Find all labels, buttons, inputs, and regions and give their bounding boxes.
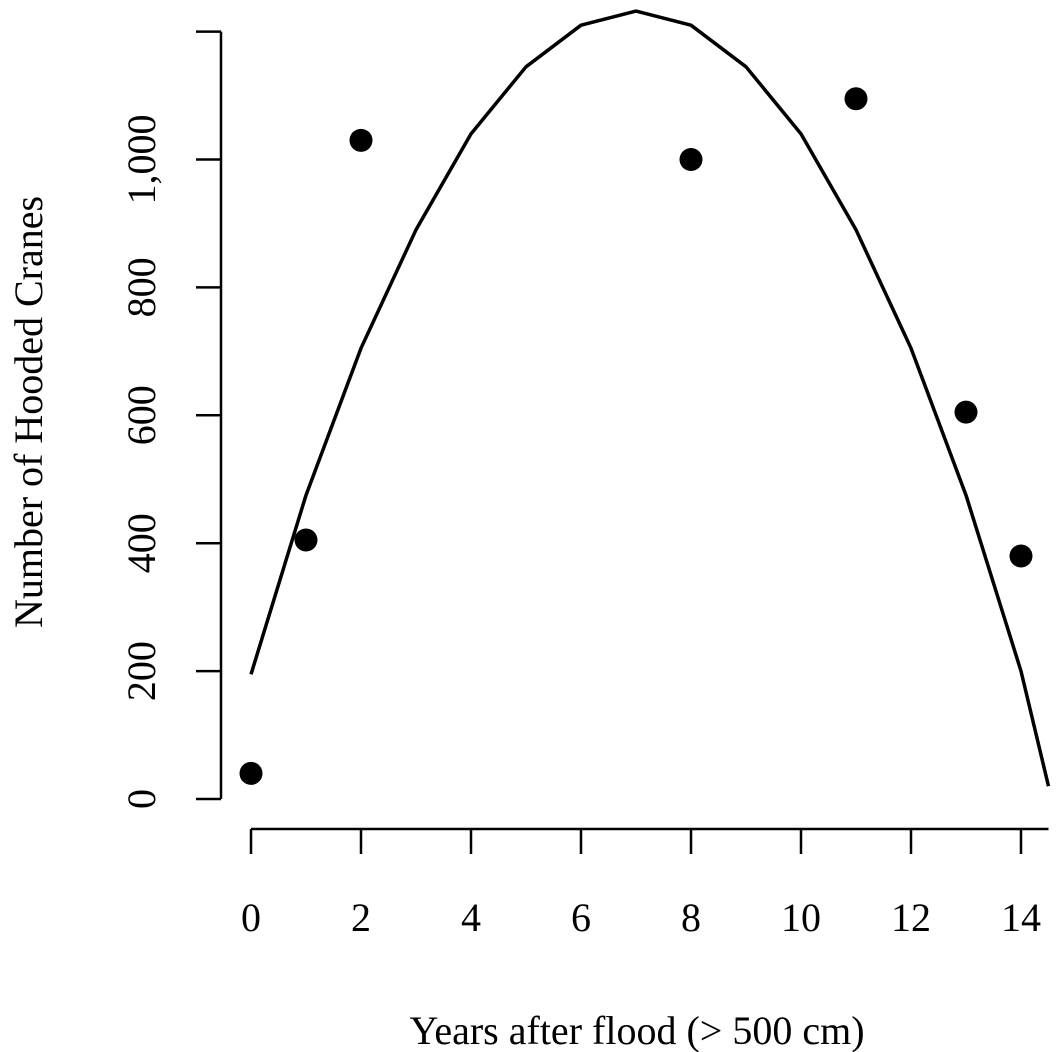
data-point xyxy=(844,87,868,111)
x-tick-label: 8 xyxy=(681,895,701,940)
data-point xyxy=(954,400,978,424)
data-point xyxy=(239,761,263,785)
data-point xyxy=(679,148,703,171)
fitted-curve-layer xyxy=(249,9,1051,787)
x-tick-label: 6 xyxy=(571,895,591,940)
y-axis-label: Number of Hooded Cranes xyxy=(6,196,51,628)
x-tick-label: 4 xyxy=(461,895,481,940)
x-axis-label: Years after flood (> 500 cm) xyxy=(409,1008,864,1052)
x-axis: 0 2 4 6 8 10 12 14 xyxy=(241,827,1049,940)
y-tick-label: 0 xyxy=(119,789,164,809)
x-tick-label: 12 xyxy=(891,895,931,940)
y-tick-label: 1,000 xyxy=(119,115,164,205)
data-points-layer xyxy=(239,87,1033,785)
data-point xyxy=(294,528,318,552)
y-tick-label: 200 xyxy=(119,641,164,701)
x-tick-label: 14 xyxy=(1001,895,1041,940)
x-tick-label: 10 xyxy=(781,895,821,940)
y-tick-label: 800 xyxy=(119,257,164,317)
y-tick-label: 600 xyxy=(119,385,164,445)
y-axis: 0 200 400 600 800 1,000 xyxy=(119,30,223,809)
data-point xyxy=(1009,544,1033,568)
y-tick-label: 400 xyxy=(119,513,164,573)
data-point xyxy=(349,128,373,152)
x-tick-label: 0 xyxy=(241,895,261,940)
x-tick-label: 2 xyxy=(351,895,371,940)
fitted-curve-line xyxy=(249,9,1051,787)
